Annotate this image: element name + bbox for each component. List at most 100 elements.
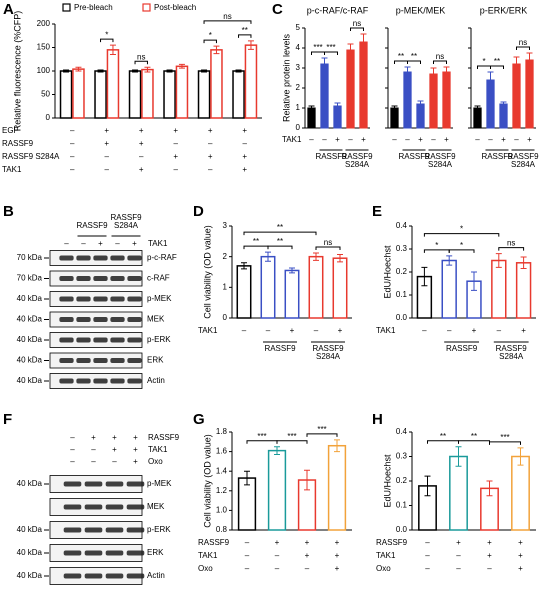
- condition-value: –: [425, 538, 430, 547]
- condition-value: –: [305, 564, 310, 573]
- blot-band: [110, 337, 125, 343]
- condition-value: +: [133, 445, 138, 454]
- blot-band: [76, 296, 91, 302]
- significance-bracket: [243, 231, 317, 236]
- significance-bracket: [203, 20, 252, 24]
- group-label: S284A: [316, 352, 341, 361]
- y-tick-label: 0: [296, 123, 301, 132]
- y-tick-label: 50: [41, 90, 50, 99]
- bar: [128, 70, 142, 119]
- error-bar: [241, 262, 247, 270]
- y-axis-label: Cell viability (OD value): [202, 434, 212, 528]
- bar: [163, 70, 176, 119]
- condition-value: –: [70, 126, 75, 135]
- blot-band: [59, 255, 74, 261]
- bar: [307, 107, 316, 129]
- significance-label: *: [482, 57, 485, 66]
- bar: [491, 259, 507, 319]
- blot-band: [76, 358, 91, 363]
- significance-label: ns: [507, 239, 515, 248]
- condition-value: –: [243, 139, 248, 148]
- blot-band: [127, 276, 142, 281]
- blot-band: [76, 276, 91, 281]
- condition-value: –: [70, 457, 75, 466]
- protein-label: p-MEK: [147, 294, 172, 303]
- error-bar: [201, 69, 208, 73]
- significance-label: *: [209, 31, 212, 40]
- y-tick-label: 100: [37, 66, 51, 75]
- condition-value: +: [335, 564, 340, 573]
- protein-label: c-RAF: [147, 274, 170, 283]
- condition-value: –: [425, 551, 430, 560]
- significance-label: **: [471, 432, 477, 441]
- condition-value: –: [70, 152, 75, 161]
- blot-band: [105, 573, 124, 579]
- bar: [515, 262, 532, 319]
- error-bar: [235, 69, 242, 73]
- bar: [429, 73, 438, 129]
- significance-label: ***: [317, 425, 326, 434]
- group-label: S284A: [499, 352, 524, 361]
- blot-band: [127, 296, 142, 302]
- group-label: S284A: [428, 160, 453, 169]
- significance-label: ns: [353, 19, 361, 28]
- condition-value: –: [70, 139, 75, 148]
- condition-value: +: [444, 135, 449, 144]
- error-bar: [495, 253, 502, 268]
- lane-header: S284A: [114, 221, 139, 230]
- group-label: S284A: [345, 160, 370, 169]
- error-bar: [474, 105, 481, 111]
- error-bar: [274, 446, 280, 456]
- significance-label: ***: [257, 432, 266, 441]
- bar: [416, 103, 425, 129]
- bar: [390, 107, 399, 129]
- condition-value: +: [338, 326, 343, 335]
- blot-band: [110, 317, 125, 322]
- bar: [72, 68, 85, 119]
- condition-value: –: [514, 135, 519, 144]
- condition-value: +: [91, 433, 96, 442]
- blot-band: [127, 317, 142, 322]
- blot-band: [59, 337, 74, 343]
- panel-letter: H: [372, 411, 383, 428]
- significance-label: **: [494, 57, 500, 66]
- blot-band: [59, 276, 74, 281]
- blot-band: [105, 527, 124, 533]
- bar: [403, 71, 412, 129]
- condition-value: +: [242, 126, 247, 135]
- condition-value: –: [475, 135, 480, 144]
- y-tick-label: 0: [46, 113, 51, 122]
- protein-label: Actin: [147, 571, 165, 580]
- blot-band: [59, 358, 74, 363]
- blot-band: [59, 378, 74, 384]
- condition-value: –: [422, 326, 427, 335]
- blot-band: [63, 481, 82, 487]
- significance-label: ns: [137, 52, 145, 61]
- group-label: RASSF9: [264, 344, 296, 353]
- protein-label: p-c-RAF: [147, 253, 177, 262]
- condition-value: –: [174, 139, 179, 148]
- bar: [141, 68, 154, 119]
- error-bar: [265, 251, 271, 262]
- chart-title: p-MEK/MEK: [396, 5, 446, 15]
- kda-label: 40 kDa: [17, 356, 43, 365]
- blot-band: [76, 317, 91, 322]
- condition-value: –: [392, 135, 397, 144]
- kda-label: 40 kDa: [17, 376, 43, 385]
- blot-band: [93, 317, 108, 322]
- condition-label: TAK1: [198, 551, 218, 560]
- error-bar: [500, 101, 507, 107]
- y-tick-label: 0.2: [396, 476, 408, 485]
- condition-label: RASSF9: [376, 538, 408, 547]
- blot-band: [110, 255, 125, 261]
- y-tick-label: 0.8: [216, 525, 228, 534]
- error-bar: [334, 102, 341, 110]
- significance-label: ns: [436, 52, 444, 61]
- blot-band: [127, 358, 142, 363]
- blot-band: [93, 337, 108, 343]
- y-tick-label: 1: [223, 282, 228, 291]
- y-tick-label: 0.2: [396, 267, 408, 276]
- blot-band: [110, 358, 125, 363]
- lane-header: RASSF9: [76, 221, 108, 230]
